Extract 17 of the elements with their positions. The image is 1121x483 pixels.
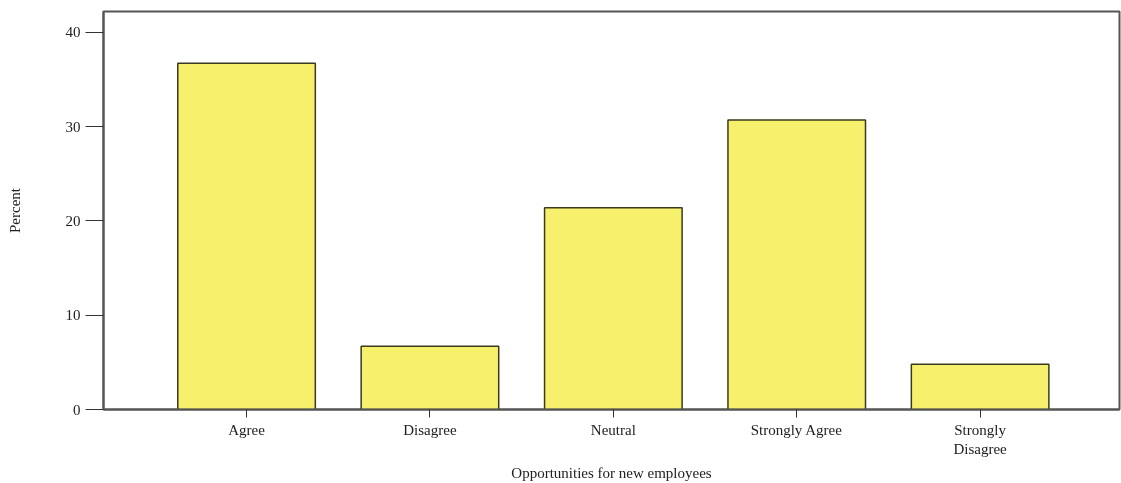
x-tick-label: Strongly Agree [750, 421, 843, 438]
y-tick-label: 10 [65, 307, 81, 324]
bar [727, 119, 867, 410]
bar [543, 206, 683, 410]
x-axis-title: Opportunities for new employees [511, 464, 712, 481]
bar [360, 345, 500, 410]
x-tick-label: Disagree [403, 421, 457, 438]
bar [177, 62, 317, 410]
y-tick-label: 20 [65, 212, 81, 229]
bar [910, 363, 1050, 410]
x-tick-label: Neutral [590, 421, 636, 438]
x-tick-label: Strongly Disagree [953, 421, 1008, 457]
y-tick-label: 40 [65, 24, 81, 41]
y-axis-title: Percent [6, 187, 23, 233]
y-tick-label: 0 [73, 401, 81, 418]
y-tick-label: 30 [65, 118, 81, 135]
x-tick-label: Agree [228, 421, 266, 438]
